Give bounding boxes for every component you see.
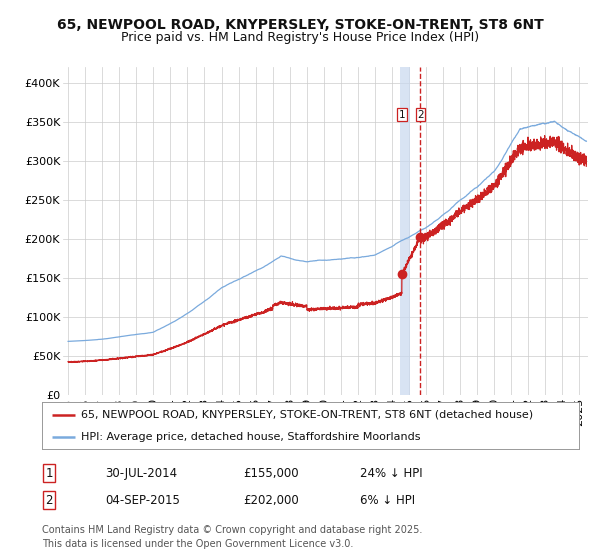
Text: 65, NEWPOOL ROAD, KNYPERSLEY, STOKE-ON-TRENT, ST8 6NT: 65, NEWPOOL ROAD, KNYPERSLEY, STOKE-ON-T…: [56, 18, 544, 32]
Text: 2: 2: [417, 110, 424, 120]
Text: £202,000: £202,000: [243, 493, 299, 507]
Text: 04-SEP-2015: 04-SEP-2015: [105, 493, 180, 507]
Text: 1: 1: [398, 110, 405, 120]
Text: £155,000: £155,000: [243, 466, 299, 480]
Text: 6% ↓ HPI: 6% ↓ HPI: [360, 493, 415, 507]
Bar: [400, 67, 410, 395]
Text: 1: 1: [46, 466, 53, 480]
Text: 2: 2: [46, 493, 53, 507]
Text: 30-JUL-2014: 30-JUL-2014: [105, 466, 177, 480]
Text: 24% ↓ HPI: 24% ↓ HPI: [360, 466, 422, 480]
Text: Contains HM Land Registry data © Crown copyright and database right 2025.
This d: Contains HM Land Registry data © Crown c…: [42, 525, 422, 549]
Text: HPI: Average price, detached house, Staffordshire Moorlands: HPI: Average price, detached house, Staf…: [80, 432, 420, 442]
Text: 65, NEWPOOL ROAD, KNYPERSLEY, STOKE-ON-TRENT, ST8 6NT (detached house): 65, NEWPOOL ROAD, KNYPERSLEY, STOKE-ON-T…: [80, 410, 533, 420]
Text: Price paid vs. HM Land Registry's House Price Index (HPI): Price paid vs. HM Land Registry's House …: [121, 31, 479, 44]
